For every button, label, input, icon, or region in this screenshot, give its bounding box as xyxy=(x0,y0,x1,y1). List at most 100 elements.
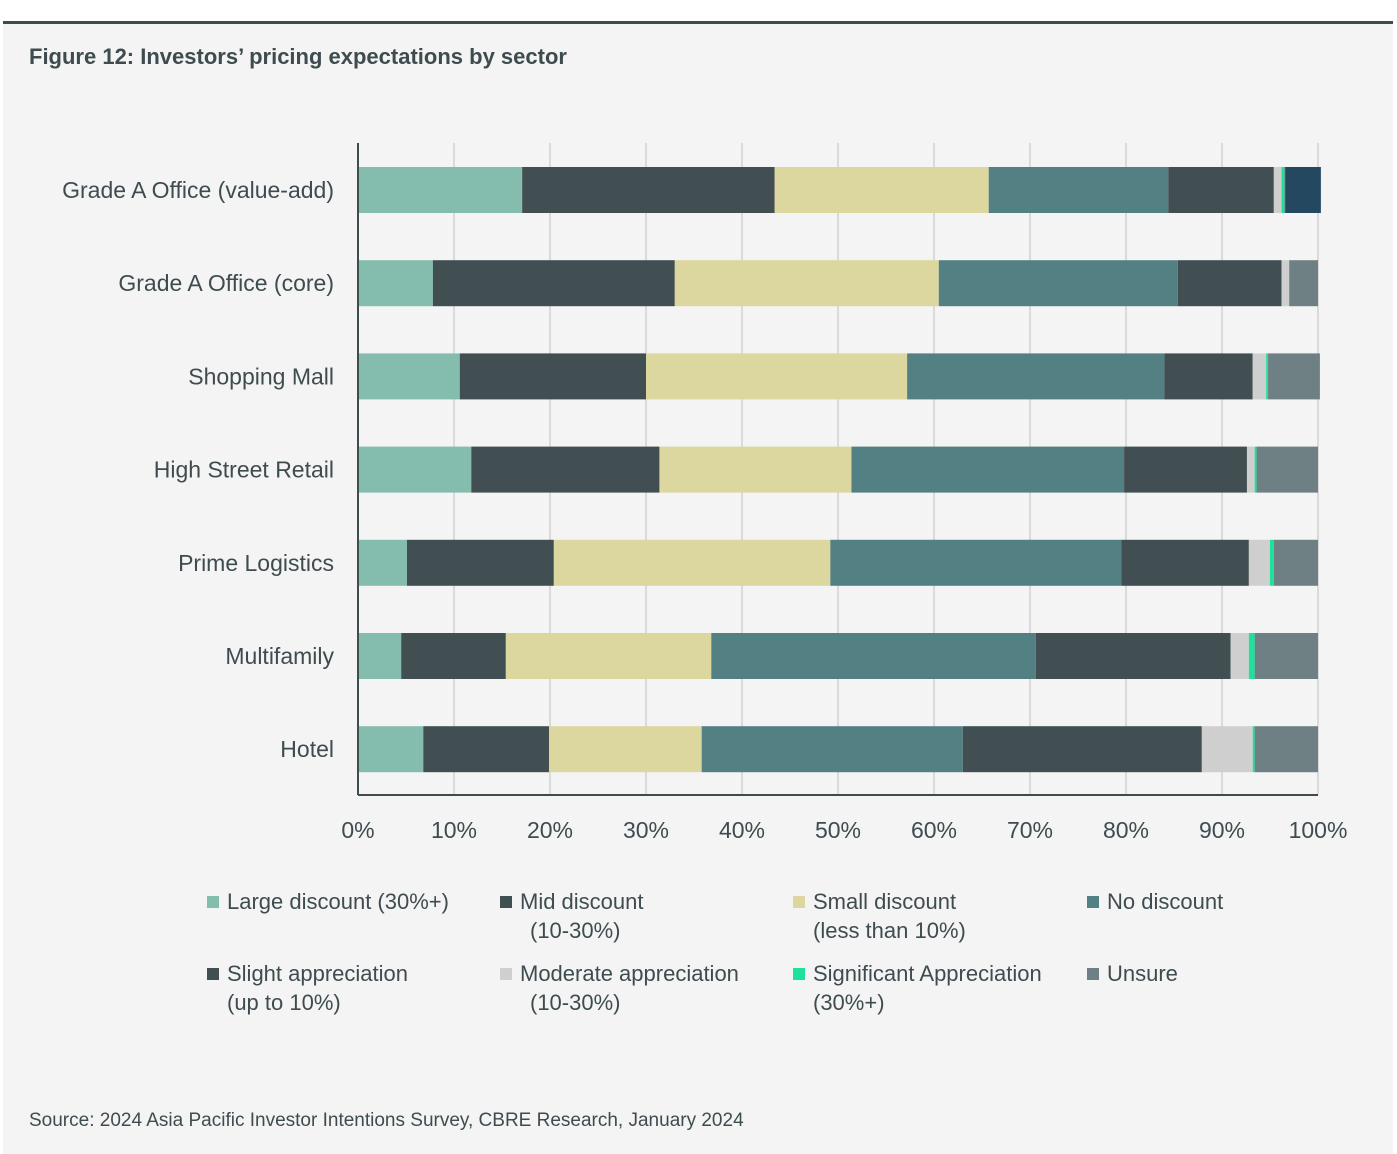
bar-segment xyxy=(505,633,712,679)
x-tick-label: 70% xyxy=(1007,817,1053,843)
x-tick-label: 40% xyxy=(719,817,765,843)
category-label: Grade A Office (core) xyxy=(118,270,334,296)
x-tick-label: 80% xyxy=(1103,817,1149,843)
bar-segment xyxy=(1273,167,1282,213)
bar-segment xyxy=(1248,539,1270,586)
bar-segment xyxy=(358,726,424,773)
legend-swatch xyxy=(1087,968,1099,980)
bar-segment xyxy=(1230,633,1249,679)
legend-label: (30%+) xyxy=(813,990,885,1015)
legend-label: Large discount (30%+) xyxy=(227,889,449,914)
bar-segment xyxy=(907,353,1165,400)
bar-segment xyxy=(1270,539,1274,586)
bar-segment xyxy=(1254,446,1257,493)
bar-segment xyxy=(1252,353,1267,400)
bar-segment xyxy=(1124,446,1247,493)
category-labels: Grade A Office (value-add) Grade A Office… xyxy=(62,177,334,762)
bar-segment xyxy=(1121,539,1249,586)
legend-swatch xyxy=(207,968,219,980)
bar-segment xyxy=(358,353,460,400)
legend-swatch xyxy=(1087,896,1099,908)
category-label: Shopping Mall xyxy=(188,363,334,389)
bar-segment xyxy=(1177,260,1282,307)
category-label: Hotel xyxy=(280,736,334,762)
bar-segment xyxy=(358,633,402,679)
legend-label: (up to 10%) xyxy=(227,990,341,1015)
legend-swatch xyxy=(500,896,512,908)
bar-segment xyxy=(1164,353,1253,400)
category-label: High Street Retail xyxy=(154,457,334,483)
bar-segment xyxy=(471,446,660,493)
bar-segment xyxy=(711,633,1036,679)
x-tick-label: 90% xyxy=(1199,817,1245,843)
bar-segment xyxy=(459,353,646,400)
bar-segment xyxy=(1254,726,1318,773)
legend-swatch xyxy=(793,968,805,980)
bar-segment xyxy=(1246,446,1255,493)
bars xyxy=(358,167,1321,773)
bar-segment xyxy=(1289,260,1318,307)
bar-segment xyxy=(423,726,550,773)
category-label: Grade A Office (value-add) xyxy=(62,177,334,203)
legend-label: No discount xyxy=(1107,889,1224,914)
bar-segment xyxy=(406,539,554,586)
source-note: Source: 2024 Asia Pacific Investor Inten… xyxy=(29,1110,744,1131)
bar-segment xyxy=(830,539,1122,586)
x-tick-label: 100% xyxy=(1289,817,1348,843)
bar-segment xyxy=(358,167,523,213)
bar-segment xyxy=(1168,167,1274,213)
bar-segment xyxy=(851,446,1125,493)
x-tick-label: 30% xyxy=(623,817,669,843)
x-tick-label: 60% xyxy=(911,817,957,843)
bar-segment xyxy=(549,726,702,773)
bar-segment xyxy=(1252,726,1255,773)
bar-segment xyxy=(1201,726,1253,773)
bar-segment xyxy=(1285,167,1321,213)
bar-segment xyxy=(962,726,1202,773)
bar-segment xyxy=(553,539,831,586)
legend-swatch xyxy=(500,968,512,980)
bar-segment xyxy=(988,167,1169,213)
bar-segment xyxy=(1273,539,1318,586)
bar-segment xyxy=(522,167,775,213)
figure-title: Figure 12: Investors’ pricing expectatio… xyxy=(29,44,567,69)
bar-segment xyxy=(432,260,675,307)
legend-label: (10-30%) xyxy=(530,918,621,943)
category-label: Prime Logistics xyxy=(178,550,334,576)
bar-segment xyxy=(1256,446,1318,493)
category-label: Multifamily xyxy=(225,643,334,669)
bar-segment xyxy=(358,446,472,493)
bar-segment xyxy=(401,633,506,679)
bar-segment xyxy=(1281,167,1285,213)
x-tick-label: 50% xyxy=(815,817,861,843)
legend-swatch xyxy=(793,896,805,908)
x-tick-label: 20% xyxy=(527,817,573,843)
x-tick-label: 0% xyxy=(341,817,374,843)
legend-label: Mid discount xyxy=(520,889,644,914)
x-tick-label: 10% xyxy=(431,817,477,843)
bar-segment xyxy=(1266,353,1269,400)
legend-label: Unsure xyxy=(1107,961,1178,986)
bar-segment xyxy=(1281,260,1290,307)
legend-label: Small discount xyxy=(813,889,957,914)
bar-segment xyxy=(1248,633,1255,679)
legend-label: (10-30%) xyxy=(530,990,621,1015)
legend-label: Significant Appreciation xyxy=(813,961,1042,986)
bar-segment xyxy=(701,726,963,773)
bar-segment xyxy=(774,167,989,213)
legend-label: Moderate appreciation xyxy=(520,961,739,986)
bar-segment xyxy=(358,539,407,586)
bar-segment xyxy=(358,260,433,307)
bar-segment xyxy=(938,260,1178,307)
axes xyxy=(357,143,1318,796)
bar-segment xyxy=(1035,633,1231,679)
bar-segment xyxy=(659,446,852,493)
legend-label: Slight appreciation xyxy=(227,961,409,986)
x-tick-labels: 0% 10% 20% 30% 40% 50% 60% 70% 80% 90% 100% xyxy=(341,817,1347,843)
legend-label: (less than 10%) xyxy=(813,918,966,943)
legend-swatch xyxy=(207,896,219,908)
bar-segment xyxy=(674,260,939,307)
bar-segment xyxy=(1268,353,1320,400)
bar-segment xyxy=(646,353,908,400)
